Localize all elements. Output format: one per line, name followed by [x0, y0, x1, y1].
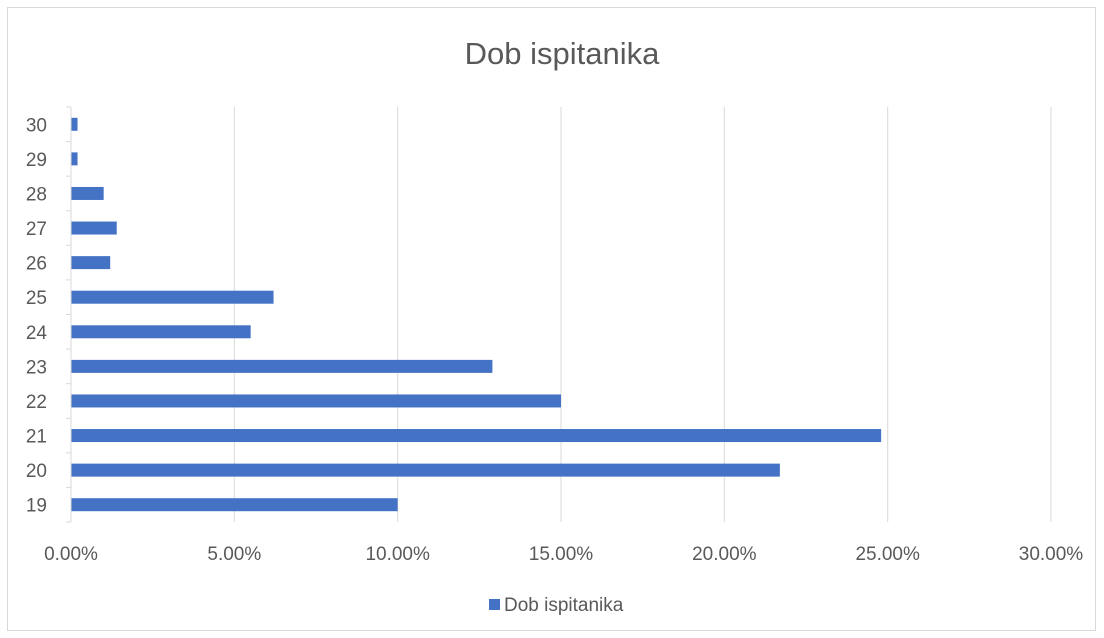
x-tick-label: 0.00% — [44, 544, 98, 565]
y-tick-label: 24 — [26, 323, 48, 344]
y-tick-label: 27 — [26, 219, 47, 240]
y-tick-label: 28 — [26, 184, 47, 205]
bar — [71, 359, 493, 373]
x-tick-label: 20.00% — [692, 544, 757, 565]
chart-frame — [7, 7, 1096, 631]
bar — [71, 325, 251, 339]
legend-swatch — [489, 599, 500, 610]
bar — [71, 498, 398, 512]
y-axis: 19 20 21 22 23 24 25 26 27 28 29 30 — [26, 106, 72, 523]
y-tick-label: 30 — [26, 115, 47, 136]
y-tick-label: 19 — [26, 496, 47, 517]
y-tick-label: 22 — [26, 392, 47, 413]
bar — [71, 290, 274, 304]
legend-label: Dob ispitanika — [504, 595, 624, 616]
x-tick-label: 25.00% — [855, 544, 920, 565]
x-tick-label: 5.00% — [207, 544, 261, 565]
y-tick-label: 29 — [26, 150, 47, 171]
x-axis: 0.00% 5.00% 10.00% 15.00% 20.00% 25.00% 30.00% — [44, 544, 1083, 565]
y-tick-label: 21 — [26, 427, 47, 448]
chart-title: Dob ispitanika — [465, 36, 660, 71]
bar — [71, 429, 882, 443]
y-tick-label: 25 — [26, 288, 47, 309]
y-tick-label: 23 — [26, 357, 47, 378]
bar — [71, 394, 561, 408]
x-tick-label: 30.00% — [1019, 544, 1084, 565]
y-tick-label: 20 — [26, 461, 47, 482]
y-tick-label: 26 — [26, 254, 47, 275]
legend: Dob ispitanika — [489, 595, 624, 616]
bar — [71, 221, 117, 235]
bar — [71, 152, 78, 166]
bar — [71, 186, 104, 200]
bar — [71, 463, 780, 477]
x-tick-label: 15.00% — [529, 544, 594, 565]
gridlines — [233, 107, 1052, 522]
bar — [71, 256, 111, 270]
x-tick-label: 10.00% — [365, 544, 430, 565]
bar — [71, 117, 78, 131]
bars — [71, 117, 882, 512]
